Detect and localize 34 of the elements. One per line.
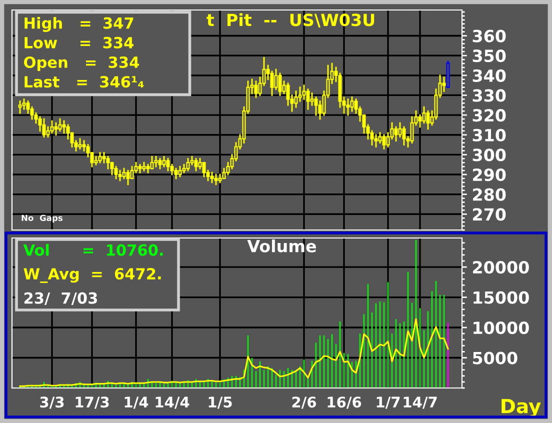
annotation: Last = 346¹₄ (24, 76, 144, 88)
y-tick-label: 15000 (474, 291, 529, 304)
y-tick-label: 310 (472, 128, 506, 142)
annotation: Open = 334 (24, 56, 139, 71)
y-tick-label: 5000 (473, 352, 518, 364)
x-tick-label: 17/3 (76, 396, 109, 409)
y-tick-label: 320 (472, 109, 506, 122)
y-tick-label: 300 (472, 148, 506, 162)
y-tick-label: 350 (472, 50, 506, 62)
annotation: Vol = 10760. (23, 244, 163, 256)
x-tick-label: 16/6 (328, 396, 362, 409)
x-tick-label: 1/7 (376, 396, 400, 409)
annotation: 23/ 7/03 (24, 292, 97, 306)
x-tick-label: 14/7 (404, 396, 437, 409)
x-tick-label: 2/6 (292, 396, 316, 409)
x-tick-label: 14/4 (156, 396, 190, 409)
chart-title: t Pit -- US\W03U (206, 13, 374, 28)
y-tick-label: 10000 (474, 321, 529, 334)
annotation: High = 347 (24, 17, 134, 32)
y-tick-label: 20000 (473, 260, 529, 274)
y-tick-label: 270 (473, 208, 506, 221)
x-tick-label: 3/3 (40, 396, 64, 409)
chart-title: Volume (247, 240, 316, 252)
y-tick-label: 280 (473, 188, 506, 201)
y-tick-label: 290 (473, 168, 506, 182)
x-tick-label: 1/5 (208, 396, 232, 409)
annotation: Low = 334 (24, 36, 134, 48)
annotation: W_Avg = 6472. (24, 268, 161, 283)
annotation: No Gaps (22, 214, 62, 223)
y-tick-label: 330 (472, 89, 506, 102)
x-tick-label: 1/4 (124, 396, 148, 409)
y-tick-label: 360 (472, 30, 506, 42)
y-tick-label: 340 (472, 69, 506, 82)
x-axis-title: Day (502, 398, 541, 418)
